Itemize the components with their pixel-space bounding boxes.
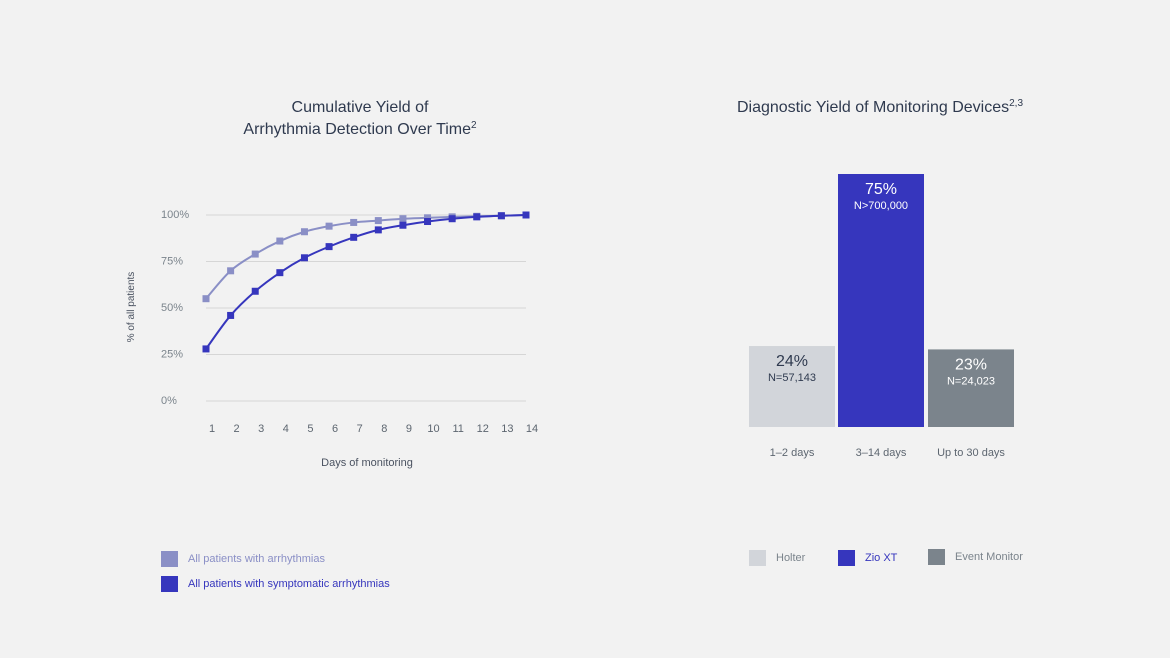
series-point-1 [276, 269, 284, 277]
line-chart-title: Cumulative Yield of Arrhythmia Detection… [160, 97, 560, 141]
legend-item-zio-xt: Zio XT [838, 550, 897, 566]
bar-value-label: 24% [776, 353, 808, 370]
series-point-1 [251, 287, 259, 295]
bar-value-label: 23% [955, 356, 987, 373]
series-point-0 [300, 228, 308, 236]
line-chart-title-line1: Cumulative Yield of [291, 99, 429, 116]
series-point-0 [325, 222, 333, 230]
series-point-0 [350, 218, 358, 226]
series-point-0 [276, 237, 284, 245]
legend-item-holter: Holter [749, 550, 805, 566]
x-tick-label: 6 [332, 423, 338, 435]
x-tick-label: 11 [452, 423, 463, 435]
legend-label-zio-xt: Zio XT [865, 552, 898, 564]
series-point-1 [473, 213, 481, 221]
y-tick-label: 0% [161, 395, 177, 407]
legend-swatch-event-monitor [928, 549, 945, 565]
bar-n-label: N=57,143 [768, 372, 816, 384]
bar-chart-title: Diagnostic Yield of Monitoring Devices2,… [680, 97, 1080, 119]
legend-item-all-arrhythmias: All patients with arrhythmias [161, 551, 325, 567]
bar-chart-title-text: Diagnostic Yield of Monitoring Devices [736, 99, 1010, 116]
legend-item-symptomatic-arrhythmias: All patients with symptomatic arrhythmia… [161, 576, 390, 592]
x-tick-label: 3 [258, 423, 264, 435]
x-tick-label: 4 [283, 423, 289, 435]
series-point-1 [350, 233, 358, 241]
y-tick-label: 75% [161, 256, 183, 268]
x-tick-label: 8 [381, 423, 387, 435]
series-point-0 [227, 267, 235, 275]
series-point-1 [399, 221, 407, 229]
series-point-1 [497, 212, 505, 220]
legend-swatch-holter [749, 550, 766, 566]
legend-label-symptomatic-arrhythmias: All patients with symptomatic arrhythmia… [188, 578, 390, 590]
bar-1 [838, 174, 924, 427]
x-tick-label: 12 [477, 423, 489, 435]
line-chart-title-line2: Arrhythmia Detection Over Time [243, 121, 472, 138]
x-tick-label: 7 [357, 423, 363, 435]
legend-item-event-monitor: Event Monitor [928, 549, 1023, 565]
y-axis-label: % of all patients [126, 272, 137, 343]
series-point-0 [202, 295, 210, 303]
series-point-0 [374, 217, 382, 225]
bar-n-label: N>700,000 [854, 200, 908, 212]
x-tick-label: 1 [209, 423, 215, 435]
line-chart-title-superscript: 2 [471, 120, 477, 131]
series-point-1 [424, 218, 432, 226]
series-point-0 [424, 214, 432, 222]
legend-label-event-monitor: Event Monitor [955, 551, 1023, 563]
y-tick-label: 100% [161, 209, 189, 221]
x-tick-label: 14 [526, 423, 538, 435]
series-point-1 [300, 254, 308, 262]
y-tick-label: 25% [161, 349, 183, 361]
x-tick-label: 9 [406, 423, 412, 435]
x-tick-label: 13 [501, 423, 513, 435]
bar-value-label: 75% [865, 181, 897, 198]
bar-chart-title-superscript: 2,3 [1009, 98, 1024, 109]
legend-label-all-arrhythmias: All patients with arrhythmias [188, 553, 325, 565]
series-point-0 [399, 215, 407, 223]
series-point-1 [448, 215, 456, 223]
series-point-0 [251, 250, 259, 258]
y-tick-label: 50% [161, 302, 183, 314]
series-point-1 [325, 243, 333, 251]
legend-swatch-symptomatic-arrhythmias [161, 576, 178, 592]
bar-category-label: 3–14 days [856, 447, 907, 459]
bar-category-label: Up to 30 days [937, 447, 1005, 459]
bar-n-label: N=24,023 [947, 375, 995, 387]
legend-swatch-zio-xt [838, 550, 855, 566]
series-point-1 [522, 211, 530, 219]
x-tick-label: 5 [307, 423, 313, 435]
legend-swatch-all-arrhythmias [161, 551, 178, 567]
bar-category-label: 1–2 days [770, 447, 815, 459]
x-tick-label: 2 [234, 423, 240, 435]
bar-0 [749, 346, 835, 427]
legend-label-holter: Holter [776, 552, 806, 564]
series-point-1 [227, 311, 235, 319]
bar-2 [928, 349, 1014, 427]
series-point-1 [374, 226, 382, 234]
series-point-1 [202, 345, 210, 353]
x-tick-label: 10 [427, 423, 439, 435]
x-axis-label: Days of monitoring [321, 457, 413, 469]
